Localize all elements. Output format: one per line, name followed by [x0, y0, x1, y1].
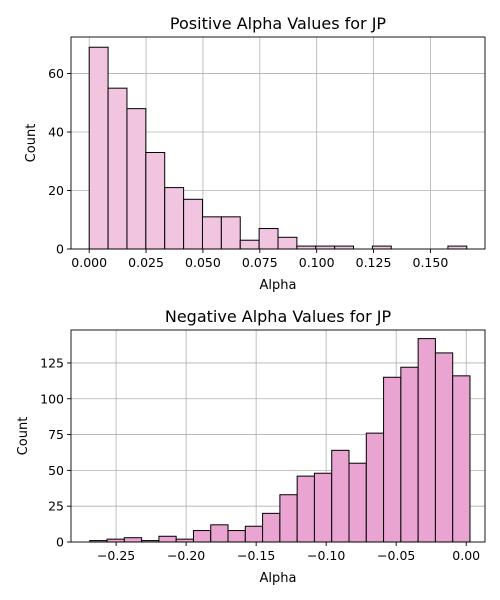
plot-frame	[70, 329, 486, 543]
x-tick-label: −0.25	[97, 548, 135, 563]
y-tick-label: 0	[56, 535, 64, 550]
histogram-bar	[164, 187, 185, 250]
x-tick-label: 0.050	[185, 255, 221, 270]
bars	[89, 338, 471, 543]
x-tick-label: −0.15	[237, 548, 275, 563]
histogram-bar	[107, 87, 128, 250]
histogram-bar	[220, 216, 241, 250]
y-tick-label: 75	[48, 427, 64, 442]
histogram-bar	[296, 475, 315, 543]
y-tick-label: 60	[48, 66, 64, 81]
negative-alpha-histogram: −0.25 −0.20 −0.15 −0.10 −0.05 0.00 0 25 50 75 100…	[16, 307, 486, 586]
y-axis-label: Count	[24, 124, 39, 163]
histogram-bar	[239, 239, 260, 250]
histogram-bar	[452, 375, 471, 543]
histogram-bar	[88, 46, 109, 250]
histogram-bar	[400, 366, 419, 543]
histogram-bar	[417, 338, 436, 543]
histogram-bar	[192, 530, 212, 543]
histogram-bar	[348, 462, 367, 543]
y-axis-ticks: 0 20 40 60	[48, 66, 71, 257]
y-tick-label: 100	[40, 391, 64, 406]
x-tick-label: −0.10	[307, 548, 345, 563]
plot-frame	[70, 36, 486, 250]
y-tick-label: 25	[48, 499, 64, 514]
x-axis-ticks: −0.25 −0.20 −0.15 −0.10 −0.05 0.00	[97, 542, 480, 563]
histogram-bar	[158, 535, 177, 543]
x-axis-ticks: 0.000 0.025 0.050 0.075 0.100 0.125 0.150	[71, 249, 448, 270]
histogram-bar	[331, 449, 350, 543]
x-tick-label: 0.075	[242, 255, 278, 270]
x-tick-label: 0.125	[356, 255, 392, 270]
histogram-bar	[258, 228, 279, 250]
x-tick-label: −0.05	[377, 548, 415, 563]
histogram-bar	[365, 432, 385, 543]
histogram-bar	[277, 236, 298, 250]
chart-title: Negative Alpha Values for JP	[165, 307, 392, 326]
y-tick-label: 125	[40, 355, 64, 370]
y-axis-label: Count	[16, 417, 31, 456]
histogram-bar	[434, 352, 454, 543]
x-tick-label: 0.00	[452, 548, 480, 563]
histogram-bar	[210, 524, 229, 543]
x-axis-label: Alpha	[260, 571, 297, 586]
grid	[71, 37, 485, 250]
chart-title: Positive Alpha Values for JP	[170, 14, 387, 33]
histogram-bar	[279, 494, 298, 543]
x-tick-label: 0.000	[71, 255, 107, 270]
y-tick-label: 20	[48, 183, 64, 198]
histogram-bar	[123, 537, 143, 543]
x-tick-label: 0.150	[413, 255, 449, 270]
histogram-bar	[244, 525, 264, 543]
histogram-bar	[227, 530, 246, 543]
x-tick-label: 0.025	[128, 255, 164, 270]
histogram-bar	[262, 512, 281, 543]
histogram-bar	[383, 376, 402, 543]
x-tick-label: 0.100	[299, 255, 335, 270]
y-tick-label: 0	[56, 242, 64, 257]
x-axis-label: Alpha	[260, 278, 297, 293]
positive-alpha-histogram: 0.000 0.025 0.050 0.075 0.100 0.125 0.150 0 20 4…	[24, 14, 486, 293]
y-tick-label: 40	[48, 125, 64, 140]
y-tick-label: 50	[48, 463, 64, 478]
histogram-bar	[183, 198, 203, 250]
histogram-bar	[313, 472, 333, 543]
x-tick-label: −0.20	[167, 548, 205, 563]
histogram-bar	[145, 152, 166, 250]
histogram-bar	[126, 108, 147, 250]
histogram-bar	[201, 216, 222, 250]
y-axis-ticks: 0 25 50 75 100 125	[40, 355, 71, 550]
